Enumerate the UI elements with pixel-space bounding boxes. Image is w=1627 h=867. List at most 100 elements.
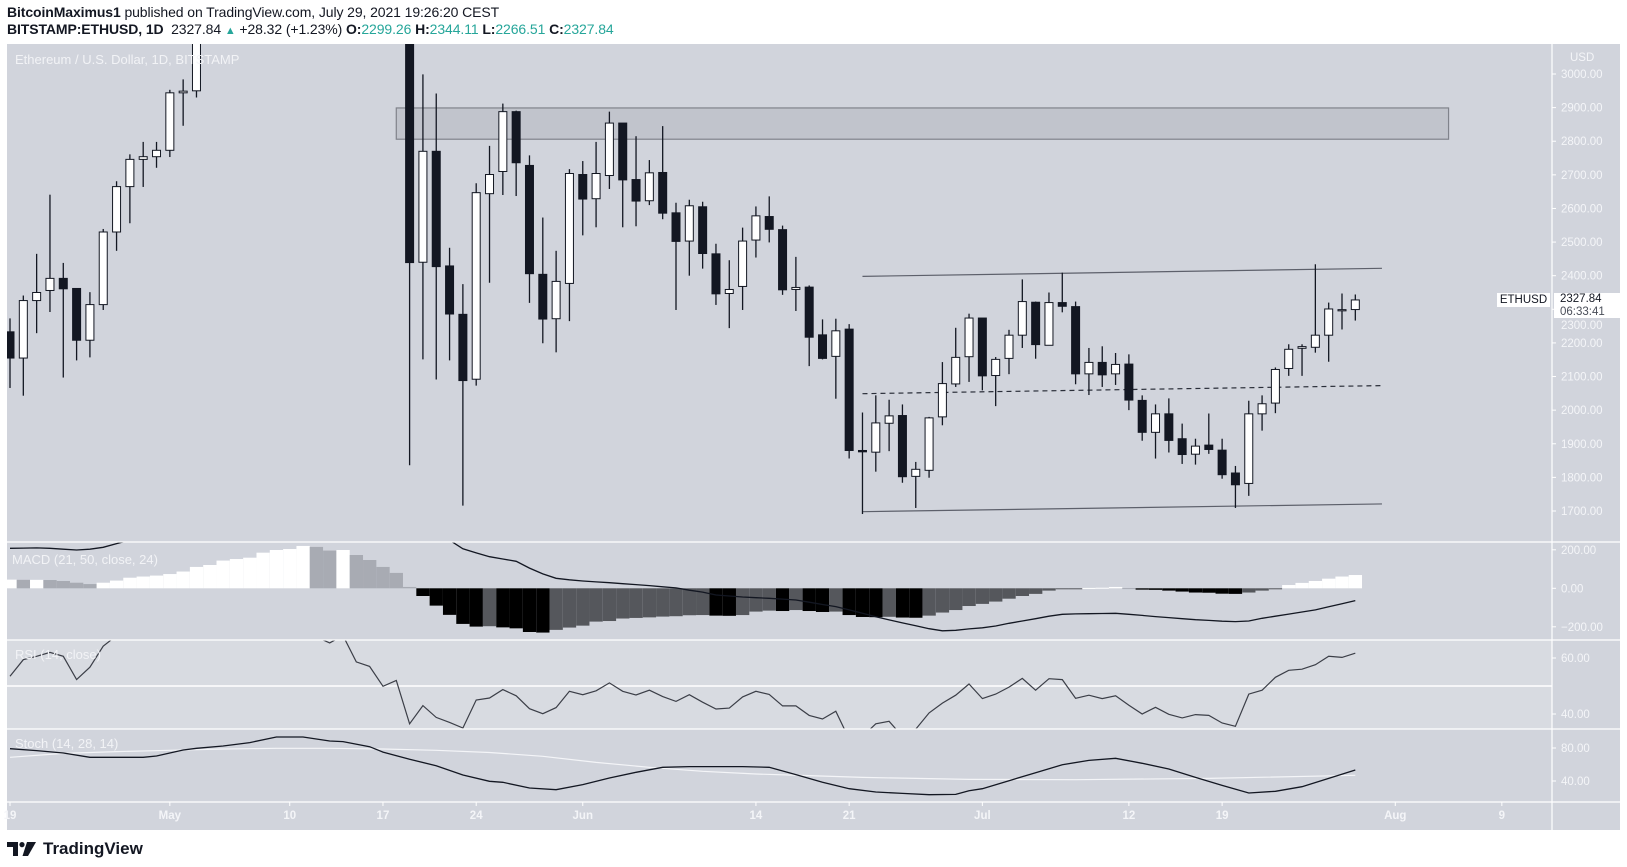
candle-down	[1230, 472, 1240, 486]
candle-up	[1284, 348, 1294, 369]
price-axis-label: 2300.00	[1561, 320, 1603, 332]
macd-histogram-bar	[1082, 587, 1096, 589]
candle-up	[1244, 413, 1254, 484]
macd-histogram-bar	[56, 580, 70, 589]
macd-histogram-bar	[1015, 588, 1030, 596]
candle-down	[844, 328, 854, 451]
macd-histogram-bar	[136, 576, 150, 589]
stoch-title: Stoch (14, 28, 14)	[15, 736, 119, 751]
candle-up	[951, 356, 961, 385]
macd-histogram-bar	[43, 580, 57, 589]
macd-histogram-bar	[30, 579, 44, 589]
rsi-pane[interactable]	[7, 636, 1552, 740]
candle-up	[18, 300, 28, 359]
macd-histogram-bar	[1268, 588, 1283, 590]
stoch-d-line	[9, 747, 1356, 781]
macd-line	[9, 542, 126, 551]
macd-histogram-bar	[403, 586, 417, 589]
candle-down	[1057, 302, 1067, 307]
macd-histogram-bar	[522, 588, 537, 632]
macd-histogram-bar	[229, 559, 244, 589]
candle-up	[1257, 403, 1267, 415]
high-value: 2344.11	[429, 21, 479, 37]
candle-down	[1204, 444, 1214, 450]
channel-top-line	[862, 267, 1382, 277]
price-axis-label: 3000.00	[1561, 69, 1603, 81]
rsi-line	[321, 640, 1356, 729]
time-axis-label: Jun	[573, 810, 593, 822]
candle-down	[698, 206, 708, 255]
candle-up	[125, 158, 135, 188]
symbol-name[interactable]: BITSTAMP:ETHUSD, 1D	[7, 21, 164, 37]
macd-histogram-bar	[736, 588, 750, 616]
price-pane[interactable]	[6, 0, 1450, 515]
macd-histogram-bar	[7, 579, 17, 589]
price-change: +28.32 (+1.23%)	[239, 21, 343, 37]
time-axis-label: 19	[1216, 810, 1229, 822]
rsi-axis-label: 60.00	[1561, 653, 1590, 665]
price-axis-label: 2400.00	[1561, 271, 1603, 283]
low-label: L:	[482, 21, 496, 37]
time-axis-label: Aug	[1384, 810, 1406, 822]
candle-up	[924, 417, 934, 471]
macd-histogram-bar	[123, 577, 137, 589]
candle-down	[1177, 438, 1187, 456]
macd-histogram-bar	[696, 588, 710, 616]
candle-up	[1111, 363, 1121, 375]
price-axis-label: 2700.00	[1561, 170, 1603, 182]
candle-down	[711, 253, 721, 295]
candle-up	[738, 240, 748, 287]
author-name[interactable]: BitcoinMaximus1	[7, 4, 121, 20]
time-axis-label: 21	[843, 810, 856, 822]
candle-up	[1350, 299, 1360, 311]
symbol-price-label: ETHUSD	[1497, 293, 1550, 307]
macd-histogram-bar	[269, 549, 284, 589]
macd-histogram-bar	[869, 588, 883, 618]
time-axis[interactable]: 19 May 10 17 24 Jun 14 21 Jul 12 19 Aug 9	[4, 802, 1505, 822]
macd-histogram-bar	[1162, 588, 1176, 591]
macd-histogram-bar	[496, 588, 510, 628]
macd-histogram-bar	[83, 584, 97, 589]
price-axis-label: 2500.00	[1561, 237, 1603, 249]
macd-histogram-bar	[16, 579, 31, 589]
open-label: O:	[346, 21, 362, 37]
candle-up	[604, 122, 614, 177]
stoch-axis-label: 80.00	[1561, 743, 1590, 755]
low-value: 2266.51	[495, 21, 546, 37]
candle-up	[98, 231, 108, 306]
candle-up	[32, 291, 42, 302]
macd-histogram-bar	[656, 588, 670, 617]
macd-histogram-bar	[815, 588, 830, 612]
high-label: H:	[415, 21, 430, 37]
time-axis-label: 17	[377, 810, 390, 822]
macd-histogram-bar	[602, 588, 617, 622]
macd-histogram-bar	[416, 588, 430, 596]
macd-histogram-bar	[882, 588, 896, 617]
macd-histogram-bar	[1188, 588, 1203, 593]
candle-down	[857, 449, 867, 453]
tradingview-logo[interactable]: TradingView	[7, 839, 143, 859]
macd-histogram-bar	[1175, 588, 1189, 592]
macd-axis-label: −200.00	[1561, 622, 1603, 634]
price-axis-label: 1700.00	[1561, 506, 1603, 518]
macd-histogram-bar	[989, 588, 1003, 602]
macd-histogram-bar	[1202, 588, 1216, 593]
macd-pane[interactable]	[3, 540, 1363, 633]
macd-axis-label: 0.00	[1561, 583, 1583, 595]
macd-histogram-bar	[1095, 587, 1109, 589]
candle-up	[152, 149, 162, 158]
macd-histogram-bar	[762, 588, 776, 611]
price-axis[interactable]: 3000.00 2900.00 2800.00 2700.00 2600.00 2500.…	[1552, 69, 1603, 788]
macd-histogram-bar	[1069, 588, 1083, 590]
macd-histogram-bar	[1255, 588, 1269, 591]
macd-histogram-bar	[189, 566, 204, 589]
macd-histogram-bar	[109, 580, 124, 589]
channel-bottom-line	[862, 503, 1382, 513]
macd-histogram-bar	[389, 572, 403, 589]
stoch-pane[interactable]	[9, 736, 1356, 796]
price-axis-label: 2900.00	[1561, 103, 1603, 115]
macd-histogram-bar	[842, 588, 856, 616]
macd-histogram-bar	[256, 552, 270, 589]
candle-up	[884, 415, 894, 424]
